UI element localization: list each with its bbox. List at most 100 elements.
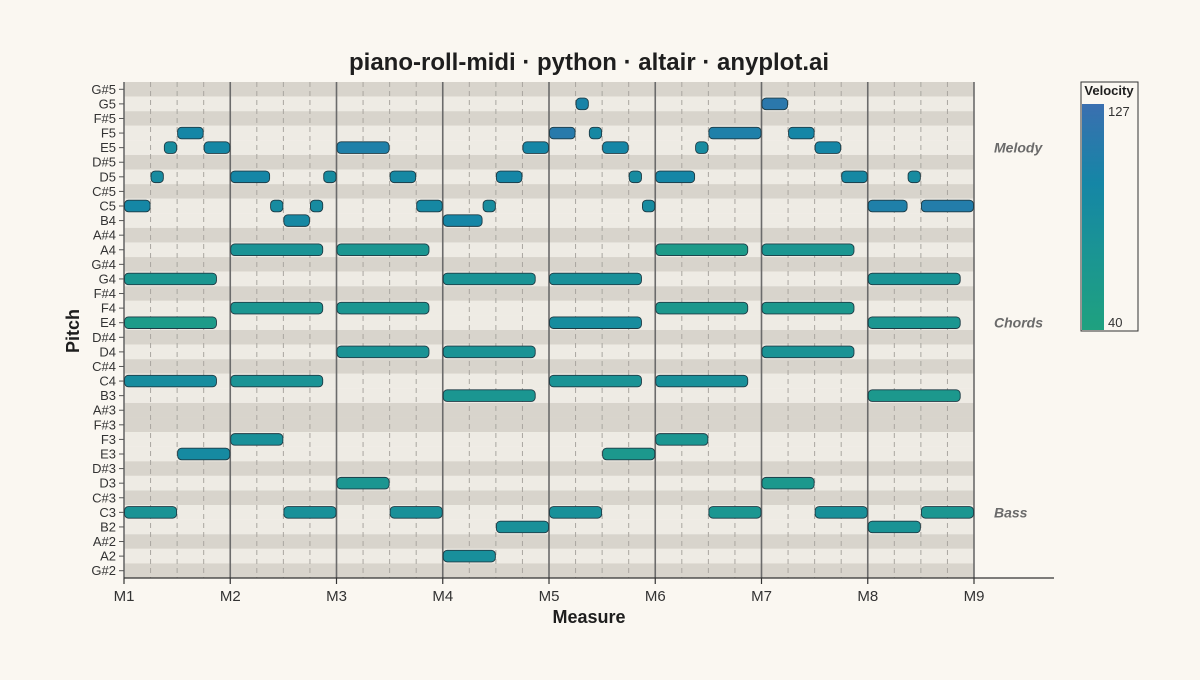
note-melody: [522, 141, 549, 154]
note-melody: [495, 170, 523, 184]
note-bass: [230, 433, 284, 446]
note-melody: [416, 199, 443, 213]
note-melody: [814, 141, 842, 154]
pitch-tick-label: F4: [101, 301, 116, 316]
note-melody: [575, 97, 589, 111]
pitch-tick-label: E4: [100, 315, 116, 330]
pitch-tick-label: F3: [101, 432, 116, 447]
note-chords: [124, 316, 217, 329]
note-chords: [336, 301, 430, 315]
note-bass: [761, 476, 815, 490]
pitch-tick-label: C4: [99, 374, 116, 389]
note-bass: [867, 520, 921, 534]
note-chords: [442, 272, 536, 286]
note-melody: [642, 199, 656, 213]
legend-frame: [1080, 81, 1139, 332]
pitch-tick-label: E5: [100, 140, 116, 155]
pitch-tick-label: G#5: [91, 82, 116, 97]
pitch-tick-label: G5: [99, 96, 116, 111]
pitch-tick-label: D#3: [92, 461, 116, 476]
note-melody: [124, 199, 151, 213]
note-chords: [761, 301, 855, 315]
note-bass: [920, 506, 974, 519]
note-melody: [761, 97, 789, 111]
pitch-tick-label: A4: [100, 242, 116, 257]
legend-color-ramp: [1082, 104, 1104, 330]
note-melody: [920, 199, 974, 213]
legend-title: Velocity: [1084, 83, 1134, 98]
pitch-tick-label: D4: [99, 344, 116, 359]
pitch-tick-label: F5: [101, 126, 116, 141]
note-chords: [655, 243, 749, 257]
note-melody: [177, 126, 204, 140]
note-bass: [602, 447, 656, 461]
note-melody: [389, 170, 417, 184]
pitch-tick-label: A2: [100, 549, 116, 564]
pitch-tick-label: C#4: [92, 359, 116, 374]
note-melody: [588, 126, 603, 140]
note-melody: [867, 199, 908, 213]
measure-tick-label: M1: [114, 588, 135, 605]
pitch-tick-label: F#5: [94, 111, 116, 126]
note-melody: [628, 170, 642, 184]
note-bass: [655, 433, 709, 446]
note-melody: [283, 214, 310, 227]
note-melody: [336, 141, 390, 154]
note-bass: [549, 506, 603, 519]
measure-tick-label: M6: [645, 588, 666, 605]
pitch-tick-label: G#4: [91, 257, 116, 272]
series-melody: [124, 97, 974, 227]
pitch-tick-label: F#3: [94, 417, 116, 432]
legend-min-label: 40: [1108, 315, 1122, 330]
velocity-legend: Velocity 127 40: [1080, 81, 1139, 332]
note-melody: [841, 170, 868, 184]
note-layer: [124, 97, 974, 563]
voice-label-bass: Bass: [994, 504, 1028, 520]
note-chords: [124, 374, 217, 388]
note-chords: [336, 243, 430, 257]
voice-label-melody: Melody: [994, 140, 1043, 156]
pitch-tick-label: B3: [100, 388, 116, 403]
note-melody: [907, 170, 921, 184]
pitch-axis: G#5G5F#5F5E5D#5D5C#5C5B4A#4A4G#4G4F#4F4E…: [91, 82, 124, 578]
note-melody: [442, 214, 483, 227]
measure-axis: M1 M2 M3 M4 M5 M6 M7 M8 M9: [114, 577, 1054, 605]
pitch-tick-label: D3: [99, 476, 116, 491]
note-melody: [230, 170, 271, 184]
pitch-tick-label: A#2: [93, 534, 116, 549]
pitch-tick-label: C3: [99, 505, 116, 520]
chart-title: piano-roll-midi · python · altair · anyp…: [349, 49, 829, 76]
measure-tick-label: M4: [432, 588, 453, 605]
x-axis-title: Measure: [552, 607, 625, 627]
measure-tick-label: M7: [751, 588, 772, 605]
beat-gridlines: [123, 82, 975, 578]
note-melody: [708, 126, 762, 140]
pitch-tick-label: A#3: [93, 403, 116, 418]
note-chords: [655, 301, 749, 315]
measure-tick-label: M8: [857, 588, 878, 605]
note-bass: [124, 506, 178, 519]
note-melody: [163, 141, 178, 154]
note-chords: [336, 345, 430, 359]
legend-max-label: 127: [1108, 104, 1130, 119]
note-chords: [549, 374, 642, 388]
note-chords: [230, 374, 324, 388]
note-bass: [708, 506, 762, 519]
note-chords: [549, 316, 642, 329]
note-chords: [230, 301, 324, 315]
series-bass: [124, 433, 974, 563]
pitch-tick-label: D5: [99, 169, 116, 184]
pitch-tick-label: G4: [99, 271, 116, 286]
note-melody: [323, 170, 337, 184]
note-melody: [309, 199, 324, 213]
note-chords: [867, 272, 961, 286]
measure-tick-label: M3: [326, 588, 347, 605]
pitch-tick-label: B4: [100, 213, 116, 228]
pitch-tick-label: D#5: [92, 155, 116, 170]
note-melody: [482, 199, 496, 213]
series-chords: [124, 243, 961, 402]
note-chords: [442, 389, 536, 402]
pitch-tick-label: B2: [100, 519, 116, 534]
